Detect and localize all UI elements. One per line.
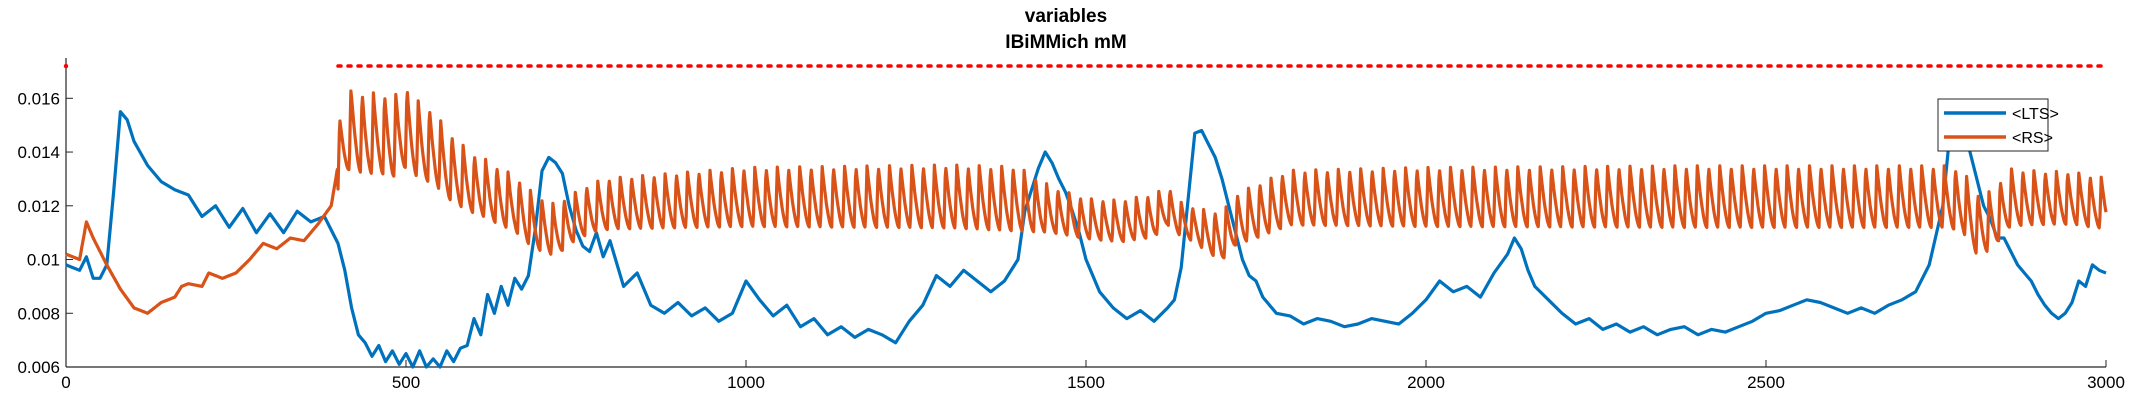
legend-label-rs: <RS>	[2012, 130, 2053, 147]
x-tick-label: 3000	[2087, 373, 2125, 392]
x-tick-label: 1000	[727, 373, 765, 392]
legend: <LTS> <RS>	[1937, 98, 2059, 152]
y-tick-label: 0.008	[17, 304, 60, 323]
series-layer	[65, 89, 2108, 369]
chart-subtitle: IBiMMich mM	[1005, 32, 1126, 53]
y-tick-label: 0.014	[17, 143, 60, 162]
x-tick-label: 500	[392, 373, 420, 392]
y-tick-label: 0.006	[17, 358, 60, 377]
x-tick-label: 2000	[1407, 373, 1445, 392]
reference-marker	[63, 63, 69, 69]
chart-title: variables	[1025, 6, 1107, 27]
x-axis-ticks: 0 500 1000 1500 2000 2500 3000	[61, 360, 2125, 392]
x-tick-label: 1500	[1067, 373, 1105, 392]
legend-label-lts: <LTS>	[2012, 106, 2059, 123]
x-tick-label: 2500	[1747, 373, 1785, 392]
legend-box	[1937, 98, 2049, 152]
y-tick-label: 0.01	[27, 251, 60, 270]
y-tick-label: 0.012	[17, 197, 60, 216]
x-tick-label: 0	[61, 373, 70, 392]
series-line-lts	[65, 110, 2107, 369]
series-line-rs	[65, 89, 2108, 315]
annotations	[63, 63, 2108, 69]
y-tick-label: 0.016	[17, 89, 60, 108]
y-axis-ticks: 0.006 0.008 0.01 0.012 0.014 0.016	[17, 89, 73, 377]
plot-area: 0 500 1000 1500 2000 2500 3000 0.0060.0080.010…	[17, 58, 2125, 392]
